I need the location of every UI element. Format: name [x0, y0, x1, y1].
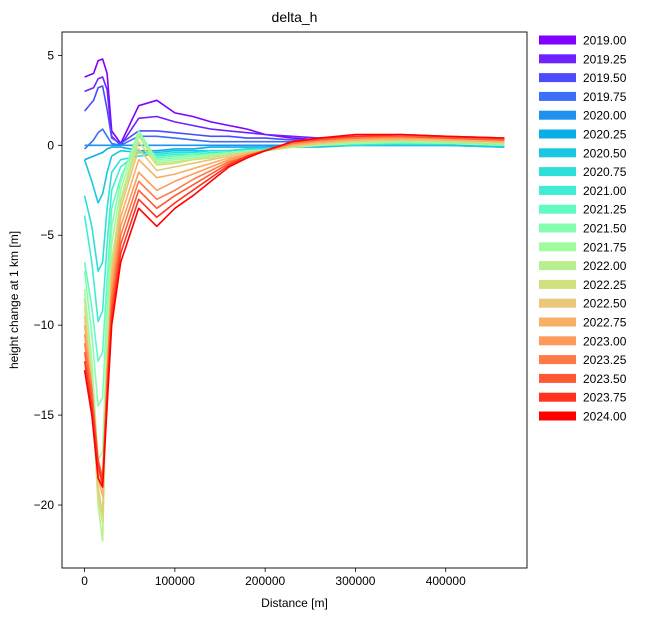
legend: 2019.00 2019.25 2019.50 2019.75 2020.00 2020.… — [539, 34, 627, 424]
series-line — [83, 142, 505, 272]
legend-swatch — [539, 91, 576, 101]
series-line — [83, 130, 505, 407]
y-tick-label: 5 — [47, 48, 54, 62]
legend-label: 2019.75 — [583, 90, 627, 104]
y-tick-label: −15 — [34, 408, 55, 422]
series-line — [83, 137, 505, 497]
legend-swatch — [539, 167, 576, 177]
legend-label: 2019.00 — [583, 34, 627, 48]
legend-label: 2021.75 — [583, 240, 627, 254]
legend-label: 2022.00 — [583, 259, 627, 273]
legend-swatch — [539, 148, 576, 158]
legend-label: 2022.25 — [583, 278, 627, 292]
y-tick-label: −20 — [34, 498, 55, 512]
legend-label: 2021.00 — [583, 184, 627, 198]
series-line — [83, 131, 505, 461]
x-axis-label: Distance [m] — [261, 596, 328, 610]
series-line — [83, 85, 505, 145]
legend-label: 2021.25 — [583, 203, 627, 217]
legend-swatch — [539, 223, 576, 233]
legend-label: 2023.25 — [583, 353, 627, 367]
x-tick-label: 100000 — [155, 574, 195, 588]
legend-swatch — [539, 298, 576, 308]
y-tick-label: 0 — [47, 138, 54, 152]
legend-swatch — [539, 204, 576, 214]
y-axis: 5 0 −5 −10 −15 −20 — [34, 48, 62, 512]
y-tick-label: −10 — [34, 318, 55, 332]
legend-label: 2020.75 — [583, 165, 627, 179]
series-line — [83, 139, 505, 524]
x-tick-label: 300000 — [335, 574, 375, 588]
x-tick-label: 0 — [81, 574, 88, 588]
legend-label: 2023.50 — [583, 372, 627, 386]
legend-swatch — [539, 336, 576, 346]
legend-swatch — [539, 185, 576, 195]
plot-frame — [61, 31, 528, 569]
x-axis: 0 100000 200000 300000 400000 — [81, 568, 466, 588]
x-tick-label: 400000 — [426, 574, 466, 588]
legend-label: 2020.50 — [583, 146, 627, 160]
series-line — [83, 133, 505, 488]
series-line — [83, 135, 505, 479]
chart-title: delta_h — [272, 9, 318, 25]
legend-swatch — [539, 392, 576, 402]
legend-swatch — [539, 373, 576, 383]
legend-swatch — [539, 110, 576, 120]
legend-label: 2020.00 — [583, 109, 627, 123]
series-line — [83, 142, 505, 323]
y-axis-label: height change at 1 km [m] — [7, 231, 21, 369]
legend-swatch — [539, 279, 576, 289]
legend-swatch — [539, 129, 576, 139]
series-line — [83, 135, 505, 479]
legend-label: 2019.50 — [583, 71, 627, 85]
series-line — [83, 135, 505, 362]
legend-label: 2019.25 — [583, 52, 627, 66]
series-layer — [83, 58, 505, 542]
legend-swatch — [539, 317, 576, 327]
y-tick-label: −5 — [40, 228, 54, 242]
legend-label: 2023.00 — [583, 334, 627, 348]
legend-swatch — [539, 261, 576, 271]
series-line — [83, 133, 505, 485]
legend-swatch — [539, 411, 576, 421]
legend-label: 2022.50 — [583, 297, 627, 311]
legend-swatch — [539, 54, 576, 64]
legend-label: 2023.75 — [583, 391, 627, 405]
legend-label: 2022.75 — [583, 316, 627, 330]
legend-swatch — [539, 73, 576, 83]
legend-swatch — [539, 35, 576, 45]
series-line — [84, 76, 505, 147]
legend-label: 2024.00 — [583, 410, 627, 424]
legend-swatch — [539, 355, 576, 365]
series-line — [83, 139, 505, 515]
legend-label: 2021.50 — [583, 222, 627, 236]
legend-swatch — [539, 242, 576, 252]
series-line — [83, 135, 505, 542]
x-tick-label: 200000 — [245, 574, 285, 588]
legend-label: 2020.25 — [583, 128, 627, 142]
